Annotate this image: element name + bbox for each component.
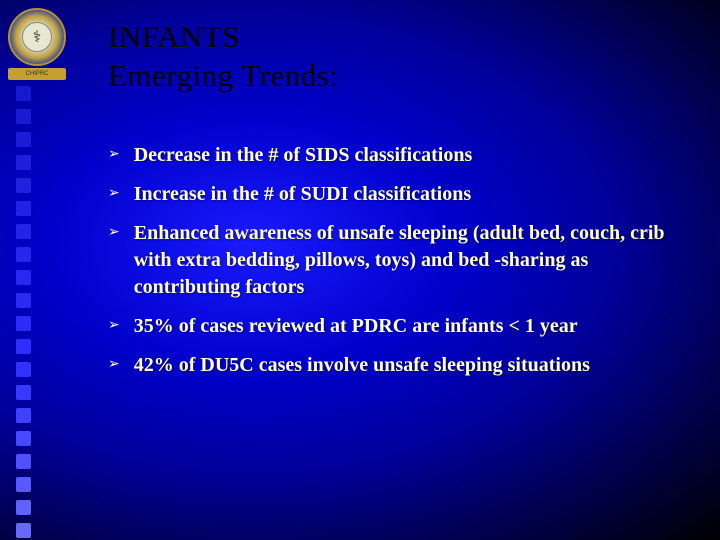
decorative-square bbox=[16, 362, 31, 377]
bullet-item: ➢ 42% of DU5C cases involve unsafe sleepi… bbox=[108, 352, 680, 379]
decorative-square bbox=[16, 155, 31, 170]
decorative-square bbox=[16, 293, 31, 308]
decorative-square bbox=[16, 454, 31, 469]
bullet-list: ➢ Decrease in the # of SIDS classificatio… bbox=[108, 142, 680, 391]
decorative-square bbox=[16, 201, 31, 216]
decorative-square bbox=[16, 431, 31, 446]
decorative-square bbox=[16, 178, 31, 193]
bullet-text: Decrease in the # of SIDS classification… bbox=[134, 142, 473, 169]
org-logo: ⚕ CHIPRC bbox=[8, 8, 70, 80]
decorative-square bbox=[16, 316, 31, 331]
slide-title: INFANTS Emerging Trends: bbox=[108, 18, 338, 96]
decorative-square bbox=[16, 523, 31, 538]
chevron-right-icon: ➢ bbox=[108, 146, 120, 163]
bullet-text: 35% of cases reviewed at PDRC are infant… bbox=[134, 313, 578, 340]
bullet-item: ➢ Enhanced awareness of unsafe sleeping (… bbox=[108, 220, 680, 301]
title-line-2: Emerging Trends: bbox=[108, 57, 338, 96]
logo-banner: CHIPRC bbox=[8, 68, 66, 80]
bullet-text: 42% of DU5C cases involve unsafe sleepin… bbox=[134, 352, 590, 379]
decorative-square bbox=[16, 339, 31, 354]
decorative-square bbox=[16, 408, 31, 423]
decorative-square bbox=[16, 224, 31, 239]
decorative-square bbox=[16, 477, 31, 492]
logo-emblem: ⚕ bbox=[8, 8, 66, 66]
bullet-item: ➢ 35% of cases reviewed at PDRC are infan… bbox=[108, 313, 680, 340]
decorative-square bbox=[16, 132, 31, 147]
decorative-square bbox=[16, 86, 31, 101]
bullet-text: Increase in the # of SUDI classification… bbox=[134, 181, 471, 208]
title-line-1: INFANTS bbox=[108, 18, 338, 57]
chevron-right-icon: ➢ bbox=[108, 317, 120, 334]
decorative-side-squares bbox=[16, 86, 31, 538]
bullet-item: ➢ Increase in the # of SUDI classificatio… bbox=[108, 181, 680, 208]
decorative-square bbox=[16, 109, 31, 124]
bullet-item: ➢ Decrease in the # of SIDS classificatio… bbox=[108, 142, 680, 169]
bullet-text: Enhanced awareness of unsafe sleeping (a… bbox=[134, 220, 680, 301]
decorative-square bbox=[16, 247, 31, 262]
decorative-square bbox=[16, 270, 31, 285]
chevron-right-icon: ➢ bbox=[108, 356, 120, 373]
chevron-right-icon: ➢ bbox=[108, 185, 120, 202]
decorative-square bbox=[16, 500, 31, 515]
logo-inner-symbol: ⚕ bbox=[22, 22, 52, 52]
chevron-right-icon: ➢ bbox=[108, 224, 120, 241]
decorative-square bbox=[16, 385, 31, 400]
